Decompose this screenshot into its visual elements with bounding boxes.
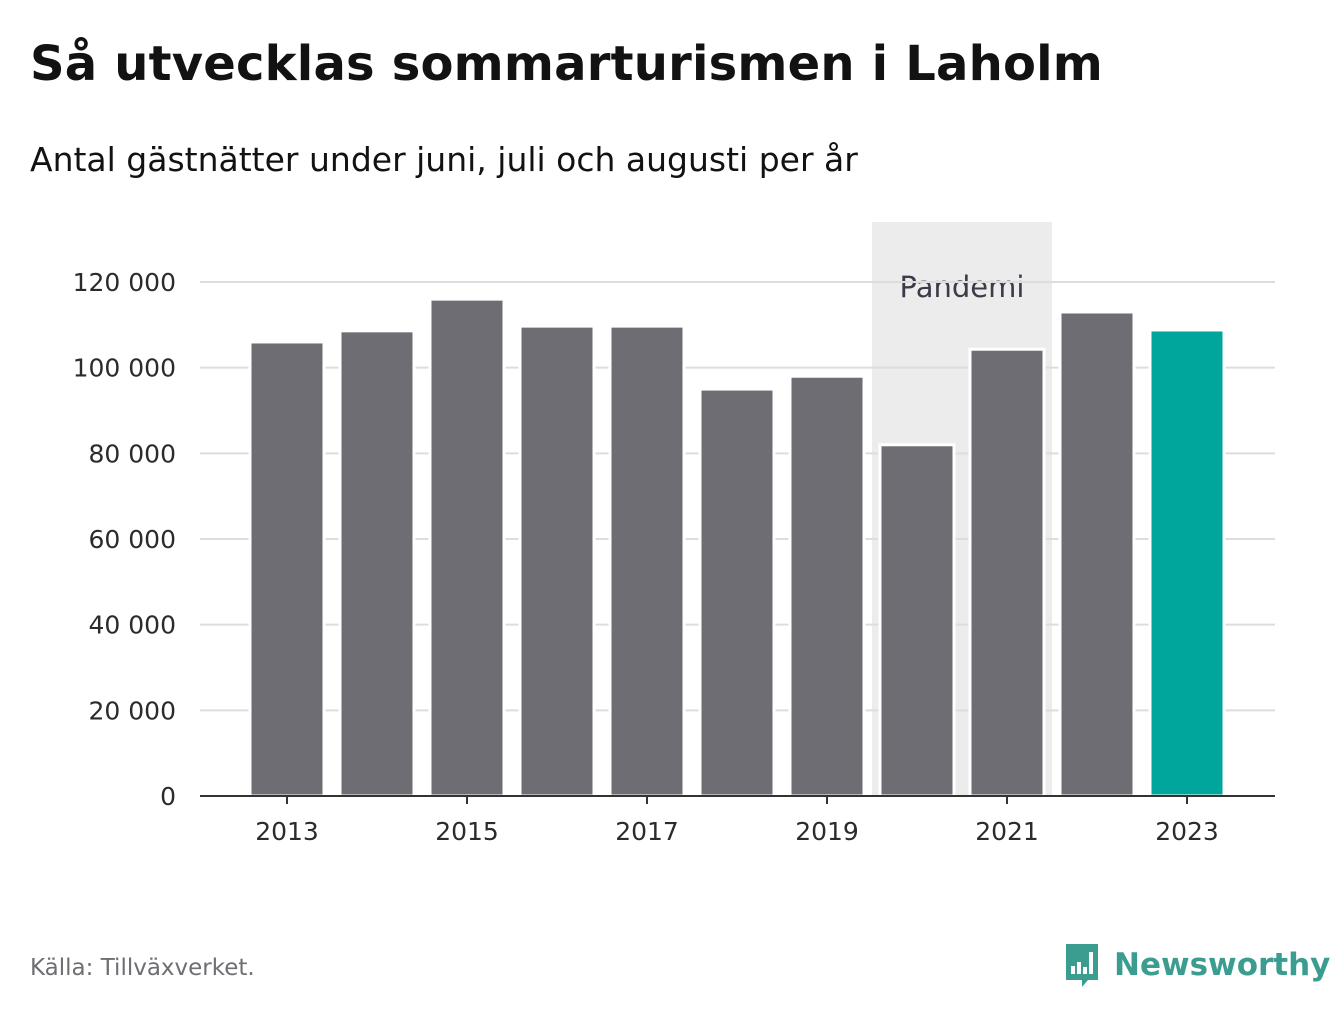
y-tick-label: 100 000 <box>73 354 176 383</box>
y-tick-label: 0 <box>160 782 176 811</box>
y-tick-label: 20 000 <box>89 696 176 725</box>
y-axis-ticks: 0 20 000 40 000 60 000 80 000 100 000 120 000 <box>73 268 176 811</box>
annotation-label: Pandemi <box>900 270 1025 304</box>
x-tick-label: 2019 <box>795 817 859 846</box>
chart-subtitle: Antal gästnätter under juni, juli och au… <box>30 140 858 179</box>
bar-2014 <box>338 329 416 798</box>
bar-2015 <box>428 297 506 798</box>
y-tick-label: 60 000 <box>89 525 176 554</box>
newsworthy-logo-icon <box>1066 944 1098 987</box>
bar-2016 <box>518 324 596 798</box>
bar-2022 <box>1058 310 1136 798</box>
bar-2021 <box>968 347 1046 798</box>
brand-name: Newsworthy <box>1114 947 1331 983</box>
bar-2017 <box>608 324 686 798</box>
y-tick-label: 40 000 <box>89 611 176 640</box>
chart-title: Så utvecklas sommarturismen i Laholm <box>30 36 1103 92</box>
bars <box>248 297 1226 798</box>
bar-2013 <box>248 340 326 798</box>
brand-logo: Newsworthy <box>1062 940 1330 990</box>
bar-2018 <box>698 387 776 798</box>
bar-2020 <box>878 443 956 798</box>
x-tick-label: 2013 <box>255 817 319 846</box>
source-note: Källa: Tillväxverket. <box>30 955 255 981</box>
y-tick-label: 80 000 <box>89 439 176 468</box>
bar-2023 <box>1148 328 1226 798</box>
x-tick-label: 2015 <box>435 817 499 846</box>
x-axis-ticks: 2013 2015 2017 2019 2021 2023 <box>255 796 1219 846</box>
x-tick-label: 2021 <box>975 817 1039 846</box>
bar-2019 <box>788 374 866 798</box>
x-tick-label: 2023 <box>1155 817 1219 846</box>
y-tick-label: 120 000 <box>73 268 176 297</box>
x-tick-label: 2017 <box>615 817 679 846</box>
